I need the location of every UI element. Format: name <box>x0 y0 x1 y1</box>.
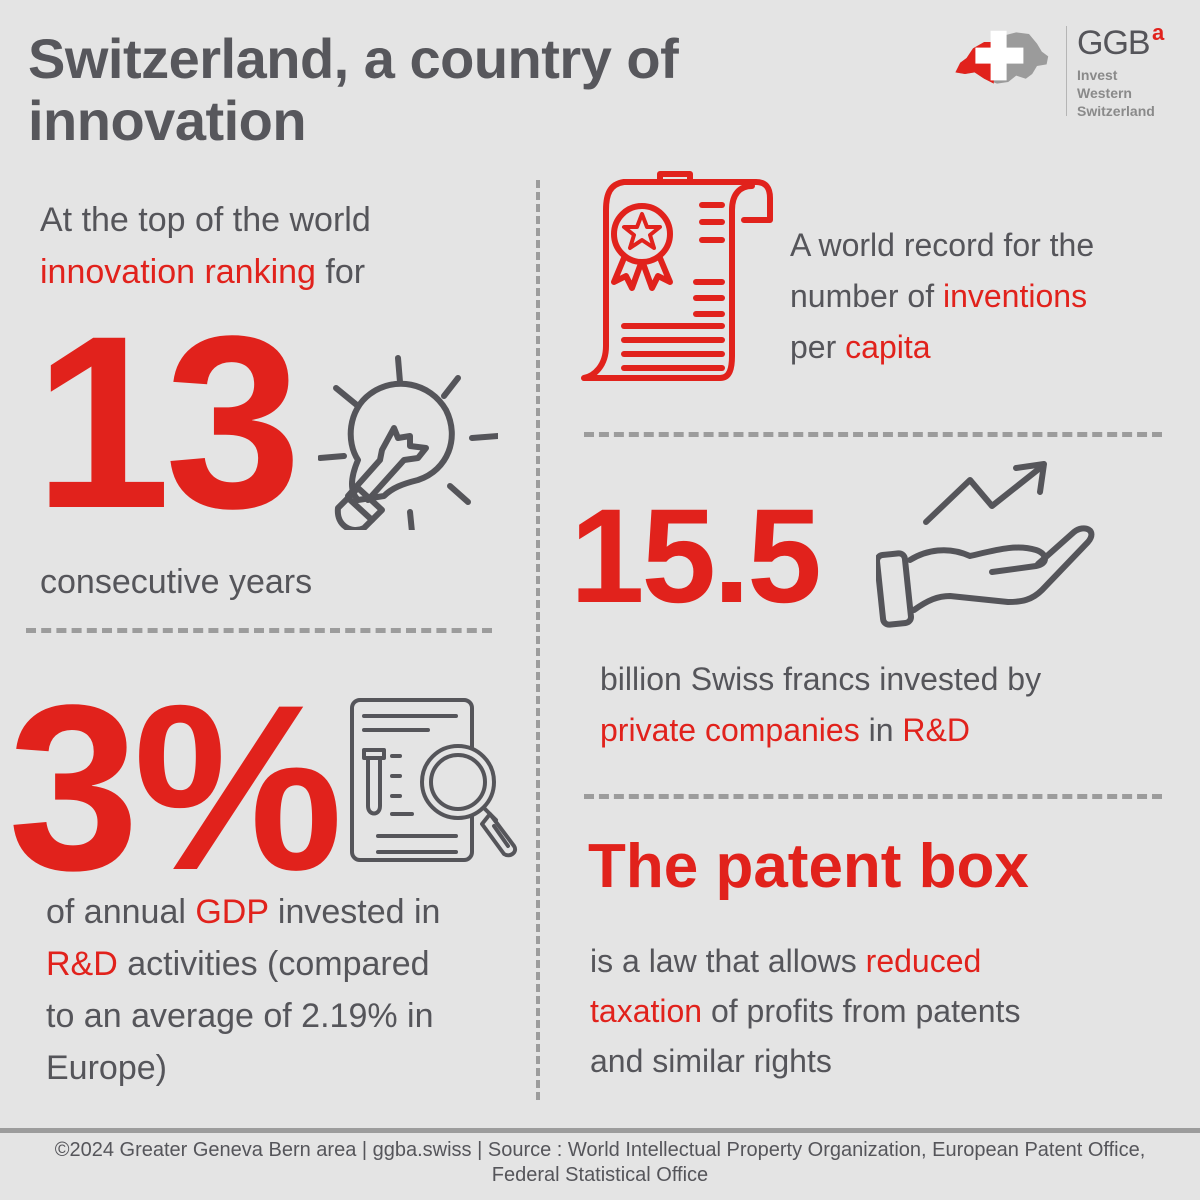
footer-source: ©2024 Greater Geneva Bern area | ggba.sw… <box>54 1139 1146 1186</box>
gdp-description: of annual GDP invested in R&D activities… <box>46 893 441 1087</box>
inventions-description: A world record for the number of inventi… <box>790 227 1095 365</box>
ranking-caption: consecutive years <box>40 563 313 601</box>
highlight: innovation ranking <box>40 253 316 291</box>
logo-subtitle: Invest Western Switzerland <box>1077 67 1155 119</box>
logo-divider <box>1066 26 1067 116</box>
lightbulb-icon <box>318 355 498 530</box>
divider-left-1 <box>26 628 492 633</box>
logo-superscript: a <box>1152 20 1165 45</box>
ranking-intro: At the top of the world innovation ranki… <box>40 201 371 291</box>
patent-box-heading: The patent box <box>588 832 1029 901</box>
hand-growth-arrow-icon <box>876 461 1095 628</box>
footer-rule <box>0 1128 1200 1133</box>
swiss-map-cross-icon <box>955 30 1049 84</box>
ggba-logo: GGB a Invest Western Switzerland <box>940 20 1180 120</box>
private-rd-description: billion Swiss francs invested by private… <box>600 661 1042 748</box>
page-title: Switzerland, a country of innovation <box>28 27 679 152</box>
lab-report-magnifier-icon <box>350 698 517 862</box>
patent-box-description: is a law that allows reduced taxation of… <box>590 943 1021 1079</box>
divider-right-1 <box>584 432 1162 437</box>
vertical-divider <box>536 180 540 1100</box>
gdp-number: 3% <box>8 656 343 920</box>
private-rd-number: 15.5 <box>570 482 822 631</box>
divider-right-2 <box>584 794 1162 799</box>
certificate-scroll-icon <box>581 171 773 381</box>
logo-brand: GGB <box>1077 24 1151 62</box>
ranking-number: 13 <box>34 285 302 560</box>
